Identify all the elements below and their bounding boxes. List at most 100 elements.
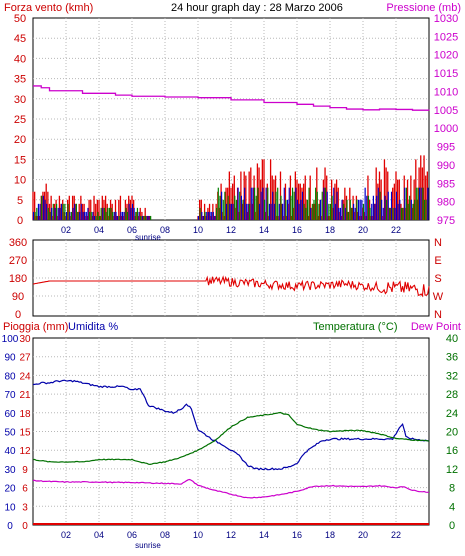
temperature-tick-label: 0: [449, 520, 455, 532]
series-line-temperatura-c: [33, 411, 430, 466]
x-tick-label: 08: [160, 530, 170, 540]
rain-tick-label: 6: [22, 484, 28, 495]
rain-tick-label: 18: [19, 409, 31, 420]
rain-tick-label: 27: [19, 353, 31, 364]
pressure-tick-label: 1030: [434, 13, 458, 25]
temperature-tick-label: 20: [446, 427, 458, 439]
chart-title: 24 hour graph day : 28 Marzo 2006: [171, 2, 343, 14]
pressure-tick-label: 1025: [434, 31, 458, 43]
x-tick-label: 06: [127, 530, 137, 540]
pressure-tick-label: 1020: [434, 50, 458, 62]
humidity-temperature-plot: [32, 379, 430, 525]
wind-pressure-plot: [32, 85, 430, 220]
direction-tick-label: 360: [9, 237, 27, 249]
humidity-tick-label: 50: [4, 428, 16, 439]
x-tick-label: 04: [94, 530, 104, 540]
x-tick-label: 12: [226, 225, 236, 235]
humidity-tick-label: 80: [4, 371, 16, 382]
pressure-line: [33, 85, 430, 111]
humidity-tick-label: 10: [4, 502, 16, 513]
x-tick-label: 22: [391, 530, 401, 540]
x-tick-label: 14: [259, 530, 269, 540]
wind-tick-label: 10: [14, 175, 26, 187]
temperature-tick-label: 28: [446, 389, 458, 401]
temperature-tick-label: 8: [449, 483, 455, 495]
x-tick-label: 22: [391, 225, 401, 235]
x-tick-label: 18: [325, 225, 335, 235]
rain-tick-label: 15: [19, 428, 31, 439]
humidity-tick-label: 90: [4, 353, 16, 364]
direction-tick-label: 0: [15, 309, 21, 321]
rain-tick-label: 3: [22, 502, 28, 513]
x-tick-label: 20: [358, 225, 368, 235]
direction-tick-label: 90: [12, 291, 24, 303]
direction-letter: N: [434, 237, 442, 249]
x-tick-label: 06: [127, 225, 137, 235]
x-tick-label: 02: [61, 225, 71, 235]
rain-tick-label: 30: [19, 334, 31, 345]
rain-tick-label: 21: [19, 390, 31, 401]
pressure-tick-label: 995: [437, 142, 455, 154]
rain-tick-label: 24: [19, 371, 31, 382]
temperature-tick-label: 32: [446, 370, 458, 382]
x-tick-label: 02: [61, 530, 71, 540]
x-tick-label: 10: [193, 225, 203, 235]
humidity-tick-label: 30: [4, 465, 16, 476]
wind-tick-label: 25: [14, 114, 26, 126]
wind-tick-label: 0: [17, 215, 23, 227]
direction-letter: E: [434, 255, 441, 267]
wind-direction-plot: [32, 275, 430, 298]
pressure-tick-label: 980: [437, 197, 455, 209]
wind-tick-label: 45: [14, 33, 26, 45]
direction-letter: S: [434, 273, 441, 285]
x-tick-label: 16: [292, 530, 302, 540]
rain-tick-label: 9: [22, 465, 28, 476]
x-tick-label: 18: [325, 530, 335, 540]
temperature-tick-label: 4: [449, 501, 455, 513]
wind-tick-label: 20: [14, 134, 26, 146]
humidity-tick-label: 100: [2, 334, 19, 345]
x-tick-label: 14: [259, 225, 269, 235]
wind-tick-label: 50: [14, 13, 26, 25]
wind-axis-label: Forza vento (kmh): [4, 2, 93, 14]
humidity-tick-label: 20: [4, 484, 16, 495]
temperature-tick-label: 24: [446, 408, 458, 420]
dewpoint-axis-label: Dew Point: [411, 321, 461, 333]
temperature-tick-label: 36: [446, 352, 458, 364]
pressure-tick-label: 1015: [434, 68, 458, 80]
humidity-tick-label: 0: [7, 521, 13, 532]
direction-tick-label: 180: [9, 273, 27, 285]
humidity-tick-label: 60: [4, 409, 16, 420]
x-tick-label: 04: [94, 225, 104, 235]
temperature-tick-label: 12: [446, 464, 458, 476]
rain-axis-label: Pioggia (mm): [3, 321, 68, 333]
temperature-tick-label: 16: [446, 445, 458, 457]
sunrise-label-top: sunrise: [135, 233, 161, 242]
pressure-tick-label: 1000: [434, 123, 458, 135]
temperature-tick-label: 40: [446, 333, 458, 345]
rain-tick-label: 0: [22, 521, 28, 532]
pressure-axis-label: Pressione (mb): [386, 2, 461, 14]
pressure-tick-label: 1010: [434, 86, 458, 98]
wind-tick-label: 15: [14, 154, 26, 166]
pressure-tick-label: 985: [437, 178, 455, 190]
humidity-axis-label: Umidita %: [68, 321, 118, 333]
wind-tick-label: 40: [14, 53, 26, 65]
x-tick-label: 08: [160, 225, 170, 235]
humidity-tick-label: 70: [4, 390, 16, 401]
x-tick-label: 16: [292, 225, 302, 235]
wind-tick-label: 5: [17, 195, 23, 207]
direction-letter: W: [433, 291, 444, 303]
pressure-tick-label: 990: [437, 160, 455, 172]
x-tick-label: 20: [358, 530, 368, 540]
sunrise-label-bottom: sunrise: [135, 541, 161, 550]
series-line-umidita: [32, 379, 430, 471]
rain-tick-label: 12: [19, 446, 31, 457]
x-tick-label: 10: [193, 530, 203, 540]
x-tick-label: 12: [226, 530, 236, 540]
humidity-tick-label: 40: [4, 446, 16, 457]
series-line-dew-point: [32, 478, 430, 499]
temperature-axis-label: Temperatura (°C): [313, 321, 397, 333]
